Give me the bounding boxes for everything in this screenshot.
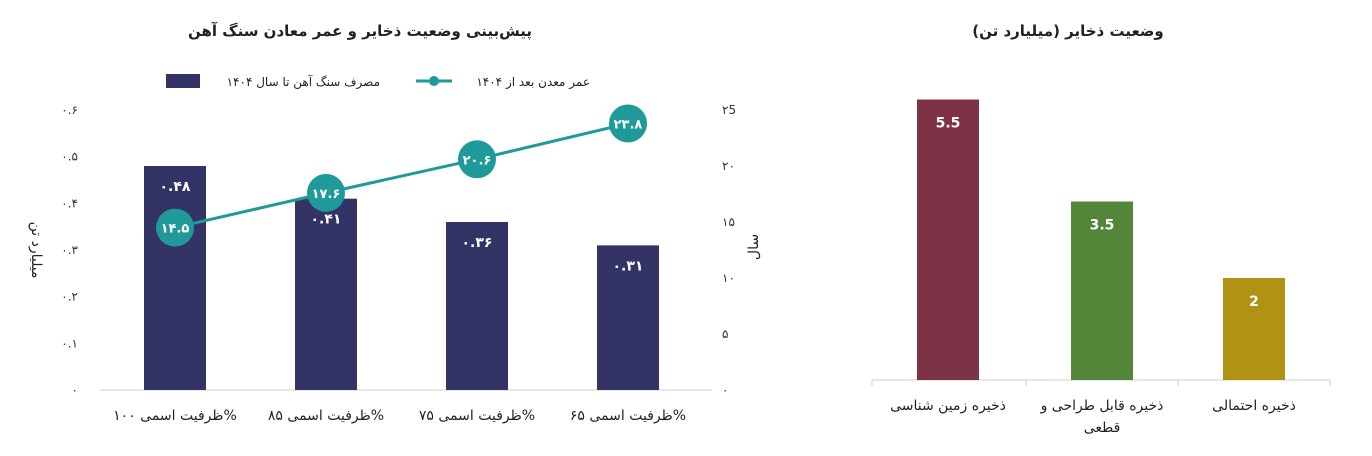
left-y-tick-label: ۰.۶ [61,103,78,117]
legend-line-label: عمر معدن بعد از ۱۴۰۴ [476,75,590,90]
legend-line-marker [429,76,439,86]
mine-life-value: ۱۴.۵ [161,222,190,237]
reserves-bar-labels: 5.5 3.5 2 [936,116,1259,311]
category-label: ظرفیت اسمی ۶۵% [570,408,686,424]
x-axis-ticks [871,380,1331,386]
mine-life-forecast-chart: پیش‌بینی وضعیت ذخایر و عمر معادن سنگ آهن… [28,22,762,424]
reserve-bar [1223,278,1285,380]
right-y-tick-label: ۲5 [722,103,736,117]
legend: مصرف سنگ آهن تا سال ۱۴۰۴ عمر معدن بعد از… [166,74,590,90]
x-axis-categories: ظرفیت اسمی ۱۰۰% ظرفیت اسمی ۸۵% ظرفیت اسمی … [113,408,686,424]
right-axis-title: سال [746,234,762,260]
left-y-tick-label: ۰.۵ [61,150,78,164]
legend-bar-swatch [166,74,200,88]
reserves-status-chart: وضعیت ذخایر (میلیارد تن) 5.5 3.5 2 ذخیره ز… [871,22,1331,436]
chart-right-title: وضعیت ذخایر (میلیارد تن) [972,22,1164,40]
consumption-bar [144,166,206,390]
mine-life-line [174,121,629,230]
reserves-bars [917,99,1285,380]
consumption-bar-value: ۰.۳۶ [462,235,493,251]
consumption-bar-value: ۰.۳۱ [613,258,644,274]
reserve-bar [917,99,979,380]
chart-left-title: پیش‌بینی وضعیت ذخایر و عمر معادن سنگ آهن [188,22,532,41]
x-axis-categories: ذخیره زمین شناسی ذخیره قابل طراحی و قطعی ذخ… [890,398,1296,436]
category-label: ظرفیت اسمی ۸۵% [268,408,384,424]
left-y-tick-label: ۰ [72,383,78,397]
category-label: قطعی [1084,420,1121,436]
consumption-bar-value: ۰.۴۱ [311,212,342,228]
consumption-bar [597,245,659,390]
category-label: ذخیره قابل طراحی و [1040,398,1164,414]
category-label: ذخیره زمین شناسی [890,398,1006,414]
mine-life-value: ۲۳.۸ [614,117,643,132]
right-y-tick-label: ۲۰ [722,159,735,173]
mine-life-point [609,104,647,143]
category-label: ذخیره احتمالی [1212,398,1296,414]
left-y-tick-label: ۰.۴ [61,196,78,210]
consumption-bars [144,166,659,390]
legend-bar-label: مصرف سنگ آهن تا سال ۱۴۰۴ [227,74,380,90]
mine-life-series: ۱۴.۵ ۱۷.۶ ۲۰.۶ ۲۳.۸ [156,104,647,247]
reserve-bar-value: 3.5 [1090,218,1115,234]
mine-life-point [156,208,194,247]
reserve-bar-value: 2 [1249,294,1259,310]
left-axis-title: میلیارد تن [28,222,44,279]
reserve-bar-value: 5.5 [936,116,961,132]
consumption-bar [295,198,357,390]
reserve-bar [1071,201,1133,380]
left-y-axis: ۰ ۰.۱ ۰.۲ ۰.۳ ۰.۴ ۰.۵ ۰.۶ [61,103,78,397]
consumption-bar-labels: ۰.۴۸ ۰.۴۱ ۰.۳۶ ۰.۳۱ [160,179,644,274]
consumption-bar-value: ۰.۴۸ [160,179,191,195]
right-y-tick-label: ۰ [722,383,728,397]
consumption-bar [446,222,508,390]
category-label: ظرفیت اسمی ۷۵% [419,408,535,424]
mine-life-value: ۲۰.۶ [463,153,492,168]
right-y-tick-label: ۱۵ [722,215,735,229]
right-y-tick-label: ۱۰ [722,271,735,285]
left-y-tick-label: ۰.۱ [61,336,78,350]
left-y-tick-label: ۰.۳ [61,243,78,257]
right-y-axis: ۰ ۵ ۱۰ ۱۵ ۲۰ ۲5 [722,103,736,397]
right-y-tick-label: ۵ [722,327,728,341]
left-y-tick-label: ۰.۲ [61,290,78,304]
mine-life-point [458,140,496,179]
category-label: ظرفیت اسمی ۱۰۰% [113,408,237,424]
mine-life-point [307,173,345,212]
mine-life-value: ۱۷.۶ [312,187,341,202]
